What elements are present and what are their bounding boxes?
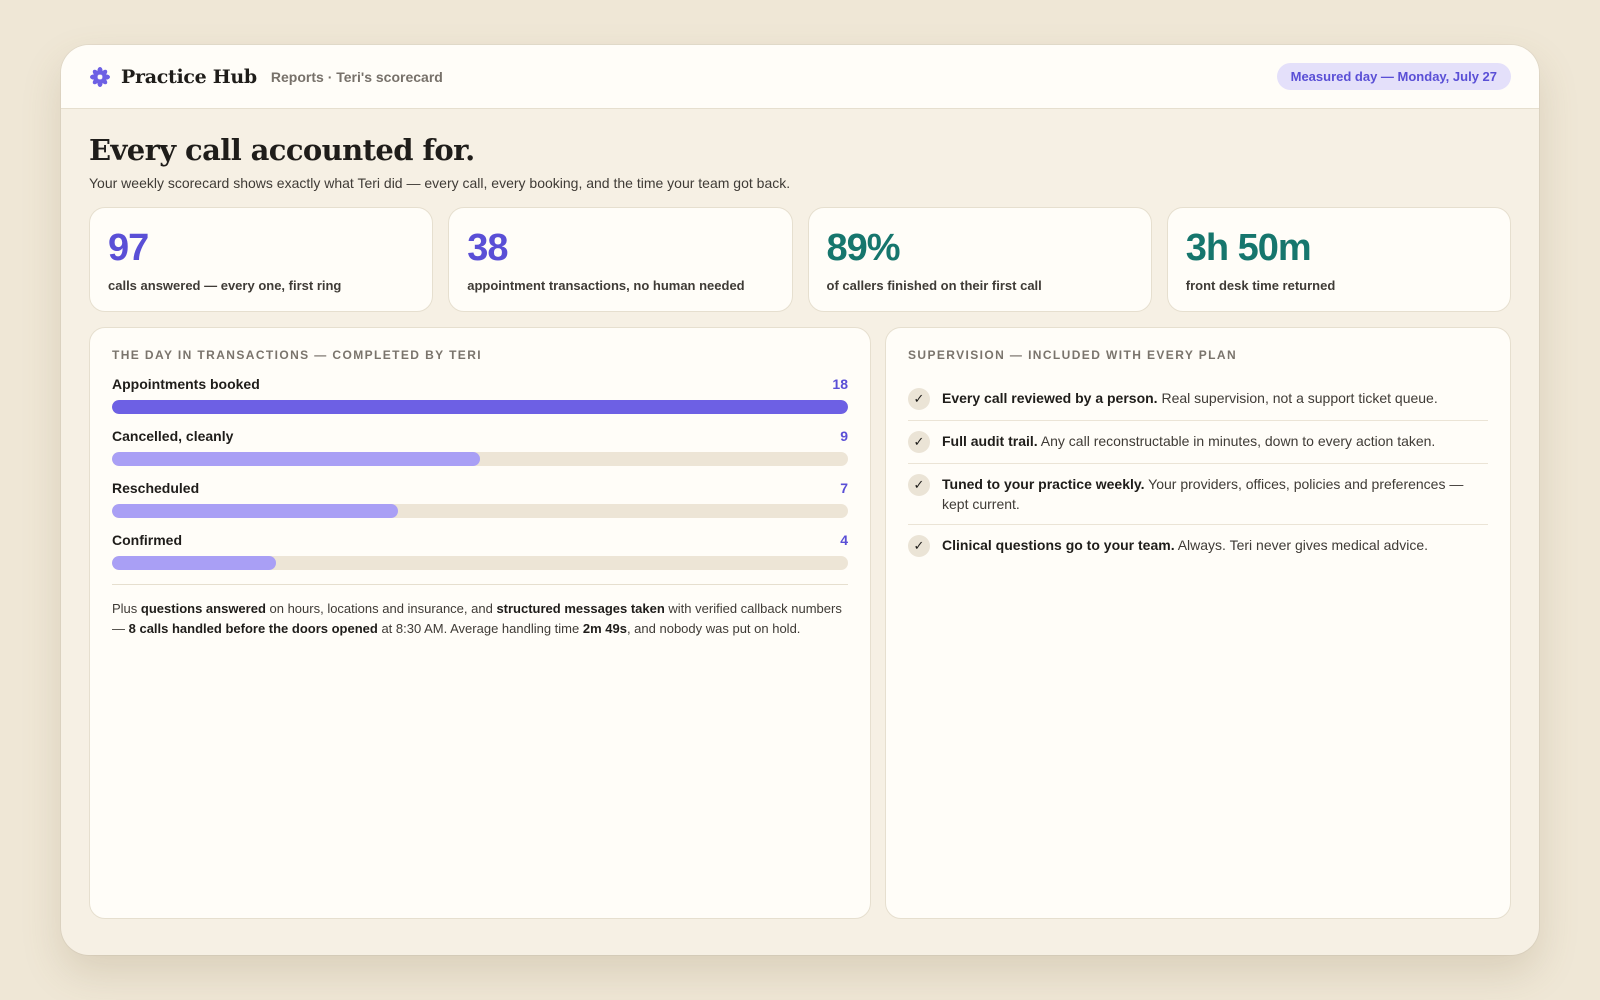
transactions-panel-title: THE DAY IN TRANSACTIONS — COMPLETED BY T…: [112, 348, 483, 362]
transactions-note: Plus questions answered on hours, locati…: [112, 601, 842, 636]
list-item: ✓ Every call reviewed by a person. Real …: [908, 378, 1488, 421]
supervision-text: Full audit trail. Any call reconstructab…: [942, 433, 1436, 449]
bar-label: Confirmed: [112, 532, 182, 548]
bar-count: 9: [840, 428, 848, 444]
supervision-text: Every call reviewed by a person. Real su…: [942, 390, 1438, 406]
list-item: ✓ Full audit trail. Any call reconstruct…: [908, 421, 1488, 464]
bar-fill: [112, 556, 276, 570]
bar-fill: [112, 504, 399, 518]
stat-card-appointment-transactions: 38 appointment transactions, no human ne…: [448, 207, 793, 312]
transactions-panel: THE DAY IN TRANSACTIONS — COMPLETED BY T…: [89, 327, 871, 919]
top-bar: Practice Hub Reports · Teri's scorecard …: [61, 45, 1539, 109]
stat-card-calls-answered: 97 calls answered — every one, first rin…: [89, 207, 434, 312]
bar-label: Rescheduled: [112, 480, 200, 496]
bar-track: [112, 556, 848, 570]
transaction-bars: Appointments booked 18 Cancelled, cleanl…: [112, 376, 848, 570]
bar-row-appointments-booked: Appointments booked 18: [112, 376, 848, 414]
bar-label: Appointments booked: [112, 376, 260, 392]
bar-track: [112, 452, 848, 466]
flower-logo-icon: [89, 66, 111, 88]
supervision-text: Clinical questions go to your team. Alwa…: [942, 537, 1429, 553]
brand-name[interactable]: Practice Hub: [121, 65, 257, 88]
stat-label: appointment transactions, no human neede…: [467, 278, 745, 293]
check-icon: ✓: [908, 431, 930, 453]
bar-track: [112, 400, 848, 414]
bar-row-rescheduled: Rescheduled 7: [112, 480, 848, 518]
bar-row-confirmed: Confirmed 4: [112, 532, 848, 570]
bar-track: [112, 504, 848, 518]
stat-label: front desk time returned: [1185, 278, 1336, 293]
measured-day-badge: Measured day — Monday, July 27: [1276, 63, 1511, 90]
divider: [112, 584, 848, 585]
check-icon: ✓: [908, 474, 930, 496]
stat-value: 89%: [826, 227, 901, 269]
supervision-panel-title: SUPERVISION — INCLUDED WITH EVERY PLAN: [908, 348, 1238, 362]
stat-value: 97: [108, 227, 149, 269]
check-icon: ✓: [908, 388, 930, 410]
check-icon: ✓: [908, 535, 930, 557]
stat-value: 3h 50m: [1185, 227, 1312, 269]
bar-count: 18: [832, 376, 848, 392]
app-window: Practice Hub Reports · Teri's scorecard …: [61, 45, 1539, 955]
supervision-list: ✓ Every call reviewed by a person. Real …: [908, 378, 1488, 567]
hero-section: Every call accounted for. Your weekly sc…: [89, 133, 1509, 191]
bar-count: 4: [840, 532, 848, 548]
supervision-panel: SUPERVISION — INCLUDED WITH EVERY PLAN ✓…: [885, 327, 1511, 919]
list-item: ✓ Tuned to your practice weekly. Your pr…: [908, 464, 1488, 525]
bar-fill: [112, 400, 848, 414]
list-item: ✓ Clinical questions go to your team. Al…: [908, 525, 1488, 567]
supervision-text: Tuned to your practice weekly. Your prov…: [942, 476, 1464, 512]
stat-value: 38: [467, 227, 508, 269]
stat-label: calls answered — every one, first ring: [108, 278, 342, 293]
page-title: Every call accounted for.: [89, 133, 475, 167]
stat-card-time-returned: 3h 50m front desk time returned: [1166, 207, 1511, 312]
bar-label: Cancelled, cleanly: [112, 428, 234, 444]
breadcrumb[interactable]: Reports · Teri's scorecard: [270, 68, 443, 85]
stat-card-first-call-resolution: 89% of callers finished on their first c…: [807, 207, 1152, 312]
page-subtitle: Your weekly scorecard shows exactly what…: [89, 175, 791, 191]
stat-cards: 97 calls answered — every one, first rin…: [89, 207, 1511, 312]
bar-count: 7: [840, 480, 848, 496]
bar-row-cancelled: Cancelled, cleanly 9: [112, 428, 848, 466]
bar-fill: [112, 452, 480, 466]
stat-label: of callers finished on their first call: [826, 278, 1042, 293]
